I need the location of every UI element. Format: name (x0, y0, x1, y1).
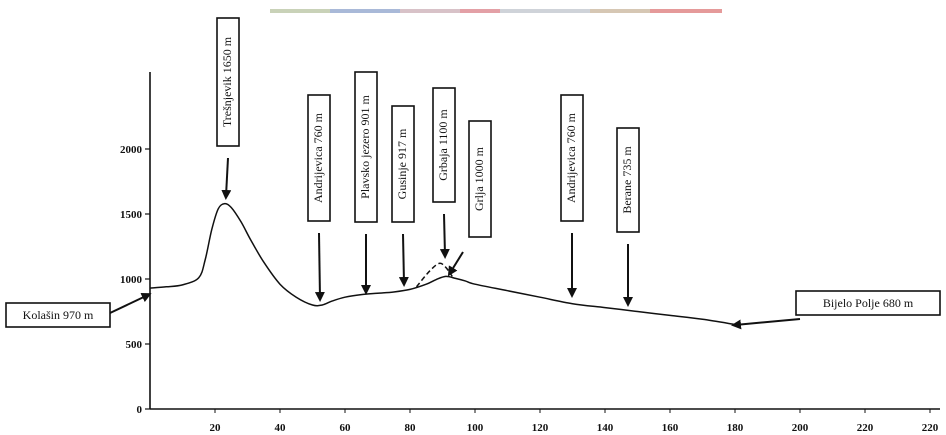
annotation-label: Gusinje 917 m (395, 128, 409, 199)
y-tick-label: 1000 (120, 274, 143, 286)
annotation-label: Trešnjevik 1650 m (220, 36, 234, 127)
y-tick-label: 1500 (120, 209, 143, 221)
annotation-arrow (109, 293, 152, 314)
annotation-1: Andrijevica 760 m (307, 94, 331, 302)
x-tick-label: 40 (275, 422, 287, 434)
y-tick-label: 0 (137, 404, 143, 416)
annotation-box (795, 290, 941, 316)
annotation-box (468, 120, 492, 238)
annotation-label: Andrijevica 760 m (311, 112, 325, 203)
color-strip-graphic (270, 9, 722, 13)
annotation-arrow (398, 233, 409, 287)
annotation-arrow (731, 318, 801, 330)
annotation-arrow (221, 157, 232, 200)
annotation-0: Trešnjevik 1650 m (216, 17, 240, 200)
x-tick-label: 100 (467, 422, 484, 434)
annotation-box (5, 302, 111, 328)
y-tick-label: 2000 (120, 144, 143, 156)
series-lines (149, 202, 736, 326)
annotation-label: Grbaja 1100 m (436, 109, 450, 181)
x-tick-label: 220 (857, 422, 874, 434)
x-axis-ticks: 20 40 60 80 100 120 140 160 180 200 220 220 (210, 409, 939, 434)
x-tick-label: 160 (662, 422, 679, 434)
x-tick-label: 80 (405, 422, 417, 434)
x-tick-label: 180 (727, 422, 744, 434)
annotation-label: Berane 735 m (620, 146, 634, 214)
annotation-box (560, 94, 584, 222)
annotation-label: Bijelo Polje 680 m (823, 296, 914, 310)
annotation-label: Kolašin 970 m (23, 308, 94, 322)
x-tick-label: 200 (792, 422, 809, 434)
annotation-label: Grlja 1000 m (472, 146, 486, 211)
series-line-profile (149, 202, 736, 326)
annotation-9: Bijelo Polje 680 m (731, 290, 941, 330)
annotation-5: Grlja 1000 m (447, 120, 492, 277)
annotation-box (216, 17, 240, 147)
annotation-box (432, 87, 456, 203)
annotation-label: Andrijevica 760 m (564, 112, 578, 203)
annotation-4: Grbaja 1100 m (432, 87, 456, 259)
annotation-box (354, 71, 378, 223)
axes (149, 72, 940, 410)
annotation-box (391, 105, 415, 223)
annotation-arrow (439, 213, 450, 259)
place-annotations: Trešnjevik 1650 m Andrijevica 760 m Plavsk… (5, 17, 941, 330)
annotation-3: Gusinje 917 m (391, 105, 415, 287)
x-tick-label: 120 (532, 422, 549, 434)
annotation-7: Berane 735 m (616, 127, 640, 307)
annotation-box (307, 94, 331, 222)
x-tick-label: 60 (340, 422, 352, 434)
annotation-2: Plavsko jezero 901 m (354, 71, 378, 295)
x-tick-label: 220 (922, 422, 939, 434)
y-axis-ticks: 0 500 1000 1500 2000 (120, 144, 150, 416)
x-tick-label: 20 (210, 422, 222, 434)
annotation-arrow (314, 232, 325, 302)
series-line-dashed (415, 262, 453, 288)
x-tick-label: 140 (597, 422, 614, 434)
annotation-8: Kolašin 970 m (5, 293, 152, 328)
y-tick-label: 500 (126, 339, 143, 351)
annotation-box (616, 127, 640, 233)
annotation-arrow (447, 251, 464, 277)
scan-color-strip (270, 0, 722, 13)
annotation-6: Andrijevica 760 m (560, 94, 584, 298)
annotation-label: Plavsko jezero 901 m (358, 95, 372, 199)
